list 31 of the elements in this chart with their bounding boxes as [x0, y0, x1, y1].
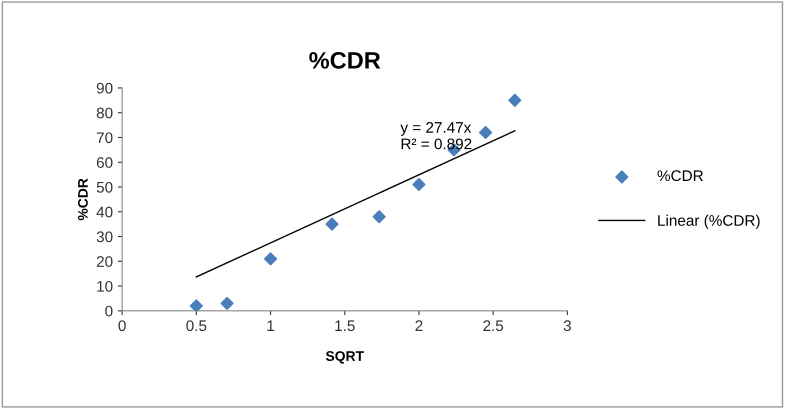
x-tick-label: 0	[118, 320, 126, 332]
y-tick-label: 20	[96, 256, 113, 267]
y-tick-label: 30	[96, 231, 113, 242]
x-tick-label: 1	[267, 320, 274, 331]
point	[190, 299, 203, 311]
legend-label: %CDR	[658, 170, 703, 182]
point	[372, 210, 386, 224]
y-tick-label: 80	[96, 108, 113, 118]
y-tick-label: 90	[96, 82, 113, 94]
x-tick-label: 3	[564, 320, 571, 332]
point	[325, 218, 339, 231]
point	[412, 178, 426, 192]
point	[264, 252, 278, 266]
y-tick-label: 40	[96, 206, 113, 218]
annotation: y = 27.47x R² = 0.892	[400, 122, 472, 150]
point	[220, 296, 234, 310]
x-axis-title: SQRT	[326, 351, 364, 364]
legend-label: Linear (%CDR)	[658, 214, 760, 229]
y-tick-label: 60	[96, 157, 113, 168]
y-tick-label: 50	[96, 182, 113, 193]
y-tick-label: 0	[105, 306, 113, 317]
x-tick-label: 2.5	[483, 320, 504, 332]
point	[479, 126, 492, 140]
y-tick-label: 10	[97, 280, 113, 292]
x-tick-label: 0.5	[186, 320, 206, 332]
x-tick-label: 1.5	[335, 320, 355, 332]
y-tick-label: 70	[96, 132, 113, 144]
point	[508, 94, 522, 107]
y-axis-title: %CDR	[78, 178, 88, 220]
x-tick-label: 2	[415, 320, 422, 331]
chart-title: %CDR	[309, 52, 380, 69]
